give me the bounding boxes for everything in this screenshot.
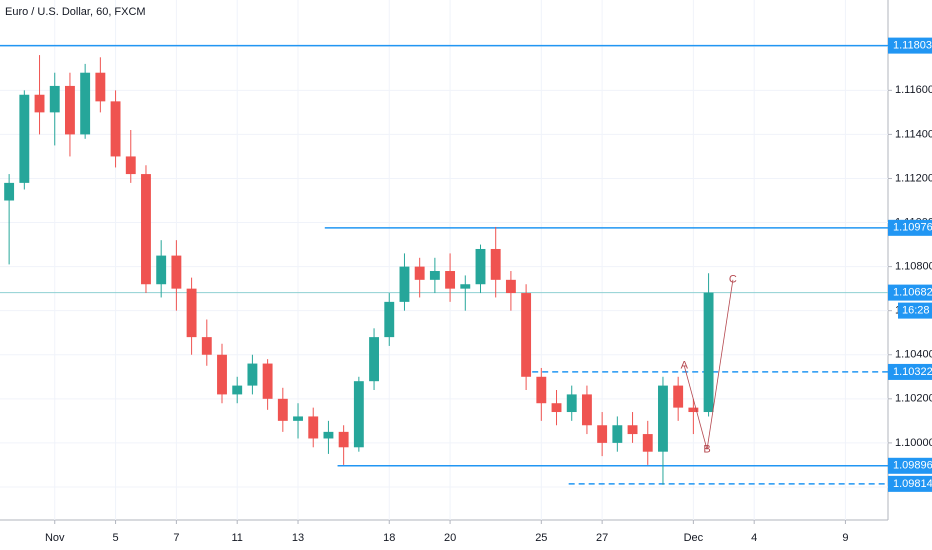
candle-body <box>95 72 106 102</box>
candle-body <box>475 248 486 285</box>
x-tick-label: 11 <box>231 532 242 544</box>
candle-body <box>673 385 684 408</box>
wave-line <box>706 279 734 450</box>
countdown: 16:28 <box>902 305 930 317</box>
candle-body <box>125 156 136 175</box>
candle-body <box>642 434 653 452</box>
level-tag: 1.11803 <box>893 40 932 52</box>
candle-body <box>217 354 227 395</box>
candle-body <box>688 407 699 413</box>
candle-body <box>353 381 364 448</box>
y-tick-label: 1.10200 <box>895 393 932 405</box>
x-tick-label: 20 <box>444 532 456 544</box>
candle-body <box>34 94 45 113</box>
level-tag: 1.10322 <box>893 366 932 378</box>
candle-body <box>505 279 516 294</box>
candle-body <box>65 85 75 135</box>
candle-body <box>536 376 547 404</box>
candle-body <box>186 288 197 338</box>
candle-body <box>369 337 379 382</box>
y-tick-label: 1.10000 <box>895 437 932 449</box>
candle-body <box>277 398 288 421</box>
candle-body <box>247 363 258 386</box>
candle-body <box>551 403 562 413</box>
level-tag: 1.09896 <box>893 460 932 472</box>
candle-body <box>521 293 532 377</box>
candle-body <box>338 431 349 448</box>
chart-title: Euro / U.S. Dollar, 60, FXCM <box>5 6 146 18</box>
candle-body <box>49 85 60 113</box>
candle-body <box>201 337 212 355</box>
candle-body <box>19 94 30 183</box>
x-tick-label: 25 <box>535 532 547 544</box>
level-tag: 1.10976 <box>893 222 932 234</box>
y-tick-label: 1.11200 <box>895 172 932 184</box>
wave-label: A <box>681 360 689 372</box>
candle-body <box>4 182 15 201</box>
y-tick-label: 1.10800 <box>895 261 932 273</box>
level-tag-bg <box>888 219 932 236</box>
candle-body <box>293 416 303 421</box>
y-tick-label: 1.10400 <box>895 349 932 361</box>
level-tag-bg <box>888 457 932 474</box>
level-tag-bg <box>888 363 932 380</box>
countdown-bg <box>898 302 932 319</box>
level-tag-bg <box>888 475 932 492</box>
x-tick-label: Dec <box>684 532 704 544</box>
level-tag: 1.09814 <box>893 478 932 490</box>
x-tick-label: 13 <box>292 532 304 544</box>
candle-body <box>308 416 319 439</box>
last-price-tag-bg <box>888 284 932 301</box>
candle-body <box>323 431 334 439</box>
candle-body <box>262 363 273 399</box>
x-tick-label: 27 <box>596 532 608 544</box>
candle-body <box>141 174 151 285</box>
candle-body <box>110 101 121 157</box>
candle-body <box>429 271 440 280</box>
level-tag-bg <box>888 37 932 54</box>
x-tick-label: 18 <box>383 532 395 544</box>
candle-body <box>627 425 638 435</box>
y-tick-label: 1.11600 <box>895 84 932 96</box>
x-tick-label: 5 <box>112 532 118 544</box>
y-tick-label: 1.11400 <box>895 128 932 140</box>
candle-body <box>232 385 243 395</box>
last-price-tag: 1.10682 <box>893 287 932 299</box>
candle-body <box>80 72 91 135</box>
candle-body <box>490 248 501 280</box>
x-tick-label: 7 <box>173 532 179 544</box>
candle-body <box>171 255 182 289</box>
candle-body <box>658 385 668 452</box>
candle-body <box>566 394 577 413</box>
candle-body <box>612 425 623 443</box>
wave-line <box>683 365 708 450</box>
candle-body <box>414 266 425 280</box>
candle-body <box>399 266 410 302</box>
candle-body <box>156 255 167 285</box>
wave-label: B <box>703 443 710 455</box>
candle-body <box>703 292 714 413</box>
x-tick-label: 9 <box>842 532 848 544</box>
x-tick-label: Nov <box>45 532 65 544</box>
x-tick-label: 4 <box>751 532 757 544</box>
candle-body <box>460 284 471 289</box>
candle-body <box>445 271 456 289</box>
candle-body <box>384 301 395 338</box>
candle-body <box>597 425 608 443</box>
candle-body <box>581 394 592 426</box>
wave-label: C <box>729 274 737 286</box>
